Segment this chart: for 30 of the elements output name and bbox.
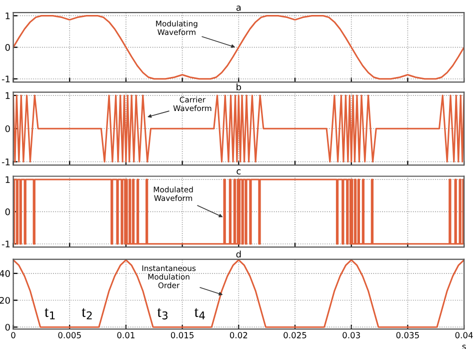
y-tick-label: 0 xyxy=(5,125,10,132)
x-tick-label: 0.04 xyxy=(455,332,473,338)
x-tick-label: 0 xyxy=(11,332,16,338)
line-series xyxy=(13,14,464,80)
chart-title: a xyxy=(236,6,241,11)
y-tick-label: -1 xyxy=(2,240,10,248)
y-tick-label: 0 xyxy=(5,324,10,331)
y-tick-label: 0 xyxy=(5,208,10,216)
x-tick-label: 0.01 xyxy=(117,332,134,338)
y-tick-label: -1 xyxy=(2,76,10,82)
y-tick-label: 1 xyxy=(6,12,10,20)
chart-title: d xyxy=(236,250,241,258)
y-tick-label: 0 xyxy=(5,44,10,51)
x-tick-label: 0.02 xyxy=(230,332,248,338)
y-tick-label: -1 xyxy=(2,158,10,166)
annotation: t$_{3}$ xyxy=(157,308,168,320)
y-tick-label: 20 xyxy=(0,296,10,304)
annotation: t$_{4}$ xyxy=(194,308,205,320)
x-tick-label: 0.035 xyxy=(396,332,419,338)
y-tick-label: 1 xyxy=(6,176,10,183)
x-tick-label: 0.015 xyxy=(170,332,194,338)
annotation: t$_{1}$ xyxy=(44,308,55,320)
line-series xyxy=(13,259,464,328)
x-tick-label: 0.005 xyxy=(58,332,81,338)
annotation: t$_{2}$ xyxy=(82,308,92,320)
chart-title: b xyxy=(236,83,242,90)
x-tick-label: 0.025 xyxy=(284,332,306,338)
y-tick-label: 1 xyxy=(6,92,10,99)
x-tick-label: 0.03 xyxy=(342,332,360,338)
chart-title: c xyxy=(236,169,241,174)
